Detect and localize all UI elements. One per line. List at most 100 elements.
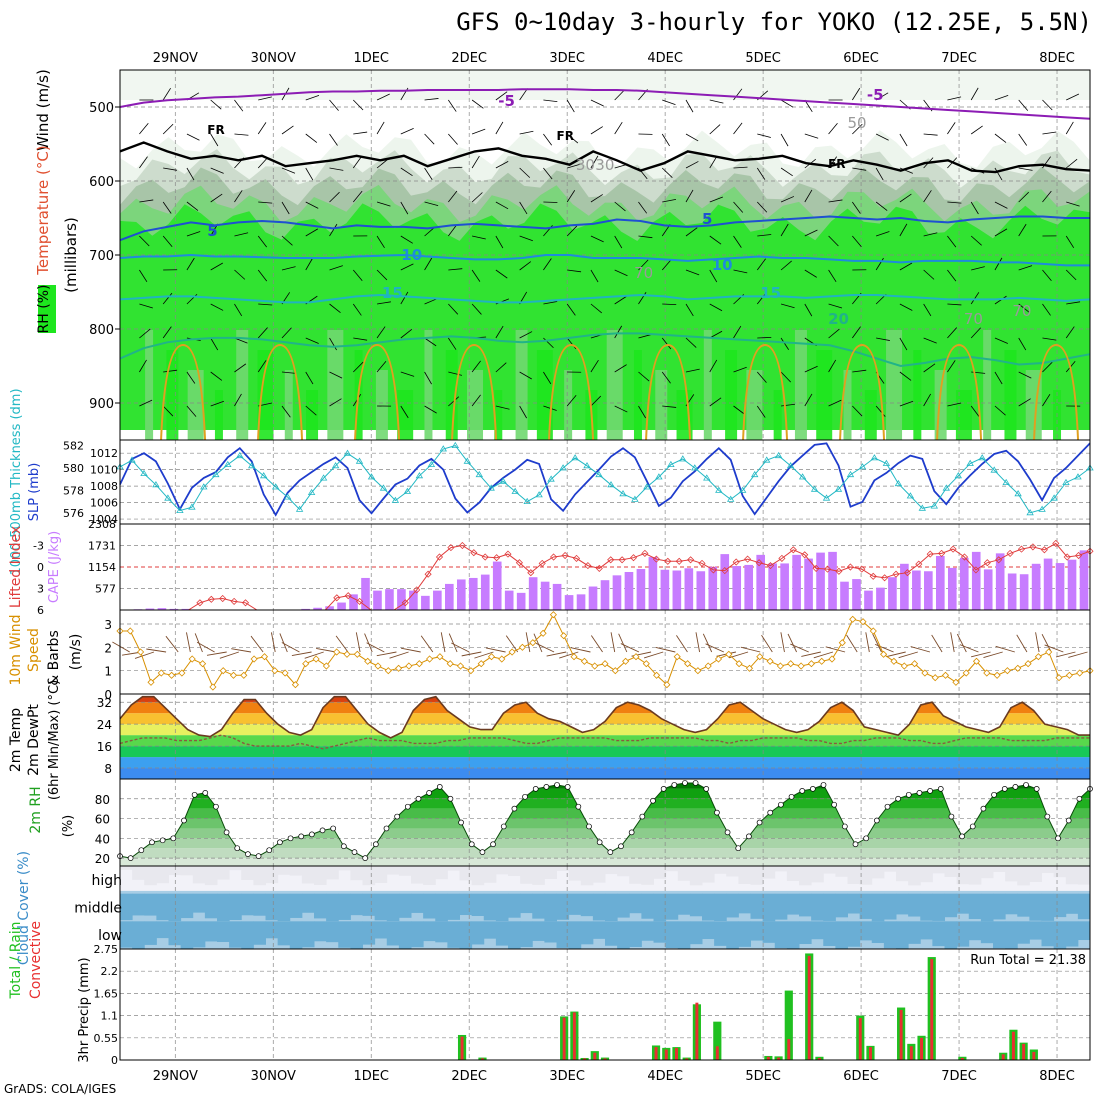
cloud-cell-0-6 bbox=[192, 866, 206, 884]
surface-barb bbox=[366, 642, 385, 653]
thickness-point-5 bbox=[176, 506, 184, 513]
rh-bands bbox=[120, 783, 1090, 866]
wind-point-14 bbox=[260, 653, 269, 661]
cape-bar-50 bbox=[720, 554, 730, 610]
thick-left-tick-0: 576 bbox=[63, 507, 84, 520]
wind-point-10 bbox=[219, 667, 227, 675]
rh-moist-column-2 bbox=[187, 370, 204, 440]
thickness-point-30 bbox=[475, 470, 484, 478]
surface-barb bbox=[485, 647, 506, 653]
rh-point-59 bbox=[746, 833, 752, 840]
thickness-point-72 bbox=[978, 454, 986, 461]
wind-barb bbox=[923, 190, 932, 203]
thickness-point-26 bbox=[427, 460, 436, 468]
li-point-9 bbox=[219, 594, 227, 603]
wind-barb bbox=[685, 227, 698, 237]
rh-point-4 bbox=[159, 837, 166, 844]
wind-barb bbox=[638, 201, 648, 214]
wind-barb bbox=[733, 366, 747, 373]
wind-barb bbox=[281, 235, 293, 246]
date-label-bottom-0: 29NOV bbox=[153, 1069, 198, 1084]
rh-point-80 bbox=[969, 823, 976, 830]
precip-conv-bar-44 bbox=[572, 1012, 576, 1060]
wind-barb bbox=[448, 133, 458, 145]
warm-contour-8 bbox=[936, 343, 983, 441]
wind-barb bbox=[780, 167, 793, 177]
wind-barb bbox=[875, 167, 884, 181]
wind-barb bbox=[234, 269, 246, 280]
wind-barb bbox=[1018, 191, 1029, 203]
wind-point-73 bbox=[869, 627, 877, 635]
cloud-cell-0-20 bbox=[362, 866, 376, 886]
cloud-cell-0-1 bbox=[132, 866, 145, 880]
cloud-cell-0-15 bbox=[301, 866, 315, 884]
cape-bar-49 bbox=[708, 566, 718, 610]
rh-point-45 bbox=[596, 839, 603, 846]
cloud-cell-0-53 bbox=[762, 866, 776, 879]
warm-contour-5 bbox=[645, 343, 692, 441]
li-point-81 bbox=[1040, 546, 1048, 554]
wind-barb bbox=[186, 371, 196, 384]
wind-barb bbox=[352, 99, 364, 111]
rh-moist-column-27 bbox=[773, 390, 782, 440]
cape-bar-38 bbox=[576, 594, 586, 610]
wind-barb bbox=[471, 360, 481, 373]
wind-point-29 bbox=[415, 660, 423, 668]
cloud-cell-0-58 bbox=[823, 866, 836, 874]
wind-point-30 bbox=[426, 655, 434, 663]
rh-point-55 bbox=[703, 786, 710, 792]
cape-bar-59 bbox=[828, 551, 837, 610]
wind-barb bbox=[210, 262, 224, 271]
isotherm-1 bbox=[119, 141, 1091, 174]
wind-barb bbox=[281, 201, 290, 215]
precip-conv-bar-72 bbox=[858, 1018, 862, 1060]
thickness-point-35 bbox=[535, 491, 543, 498]
wind-barb bbox=[899, 337, 908, 351]
thickness-point-45 bbox=[655, 473, 663, 480]
wind-point-51 bbox=[642, 660, 650, 668]
li-point-10 bbox=[230, 597, 238, 605]
wind-point-41 bbox=[539, 629, 547, 637]
wind-barb bbox=[448, 268, 463, 271]
cape-bar-24 bbox=[409, 590, 418, 610]
wind-barb bbox=[566, 99, 575, 113]
cape-bar-74 bbox=[1007, 573, 1017, 610]
wind-barb bbox=[661, 371, 671, 384]
rh-moist-column-5 bbox=[257, 350, 274, 440]
cape-bar-21 bbox=[373, 590, 382, 610]
thickness-point-67 bbox=[918, 504, 927, 511]
cloud-cell-0-21 bbox=[374, 866, 388, 883]
cloud-cell-0-76 bbox=[1041, 866, 1055, 874]
rh-point-86 bbox=[1033, 786, 1040, 792]
wind-barb bbox=[1018, 303, 1030, 313]
cape-bar-3 bbox=[157, 608, 167, 610]
cape-bar-75 bbox=[1019, 574, 1029, 610]
wind-point-38 bbox=[508, 648, 516, 656]
precip-total-bar-58 bbox=[713, 1021, 722, 1060]
wind-barb bbox=[733, 235, 742, 248]
wind-barb bbox=[376, 235, 385, 249]
cloud-cell-0-63 bbox=[883, 866, 897, 872]
surface-barb bbox=[206, 651, 227, 656]
cape-bar-28 bbox=[456, 579, 466, 610]
surface-barb bbox=[535, 642, 555, 653]
cloud-cell-0-61 bbox=[859, 866, 873, 885]
surface-barb bbox=[655, 646, 676, 653]
wind-barb bbox=[543, 301, 558, 305]
wind-point-11 bbox=[229, 671, 238, 679]
upper-ytick-1: 600 bbox=[89, 175, 114, 190]
wind-barb bbox=[970, 235, 982, 246]
li-point-62 bbox=[823, 565, 832, 573]
rh-point-43 bbox=[575, 803, 582, 810]
cape-bar-43 bbox=[636, 569, 646, 610]
surface-barb bbox=[304, 651, 324, 659]
li-point-33 bbox=[493, 554, 501, 562]
rh-point-36 bbox=[500, 823, 507, 830]
wind-barb bbox=[424, 167, 433, 180]
wind-barb bbox=[1042, 131, 1057, 135]
wind-barb bbox=[709, 330, 723, 339]
thickness-point-13 bbox=[271, 483, 280, 490]
rh-point-60 bbox=[756, 819, 763, 826]
wind-point-81 bbox=[952, 678, 960, 686]
wind-barb bbox=[305, 257, 314, 271]
